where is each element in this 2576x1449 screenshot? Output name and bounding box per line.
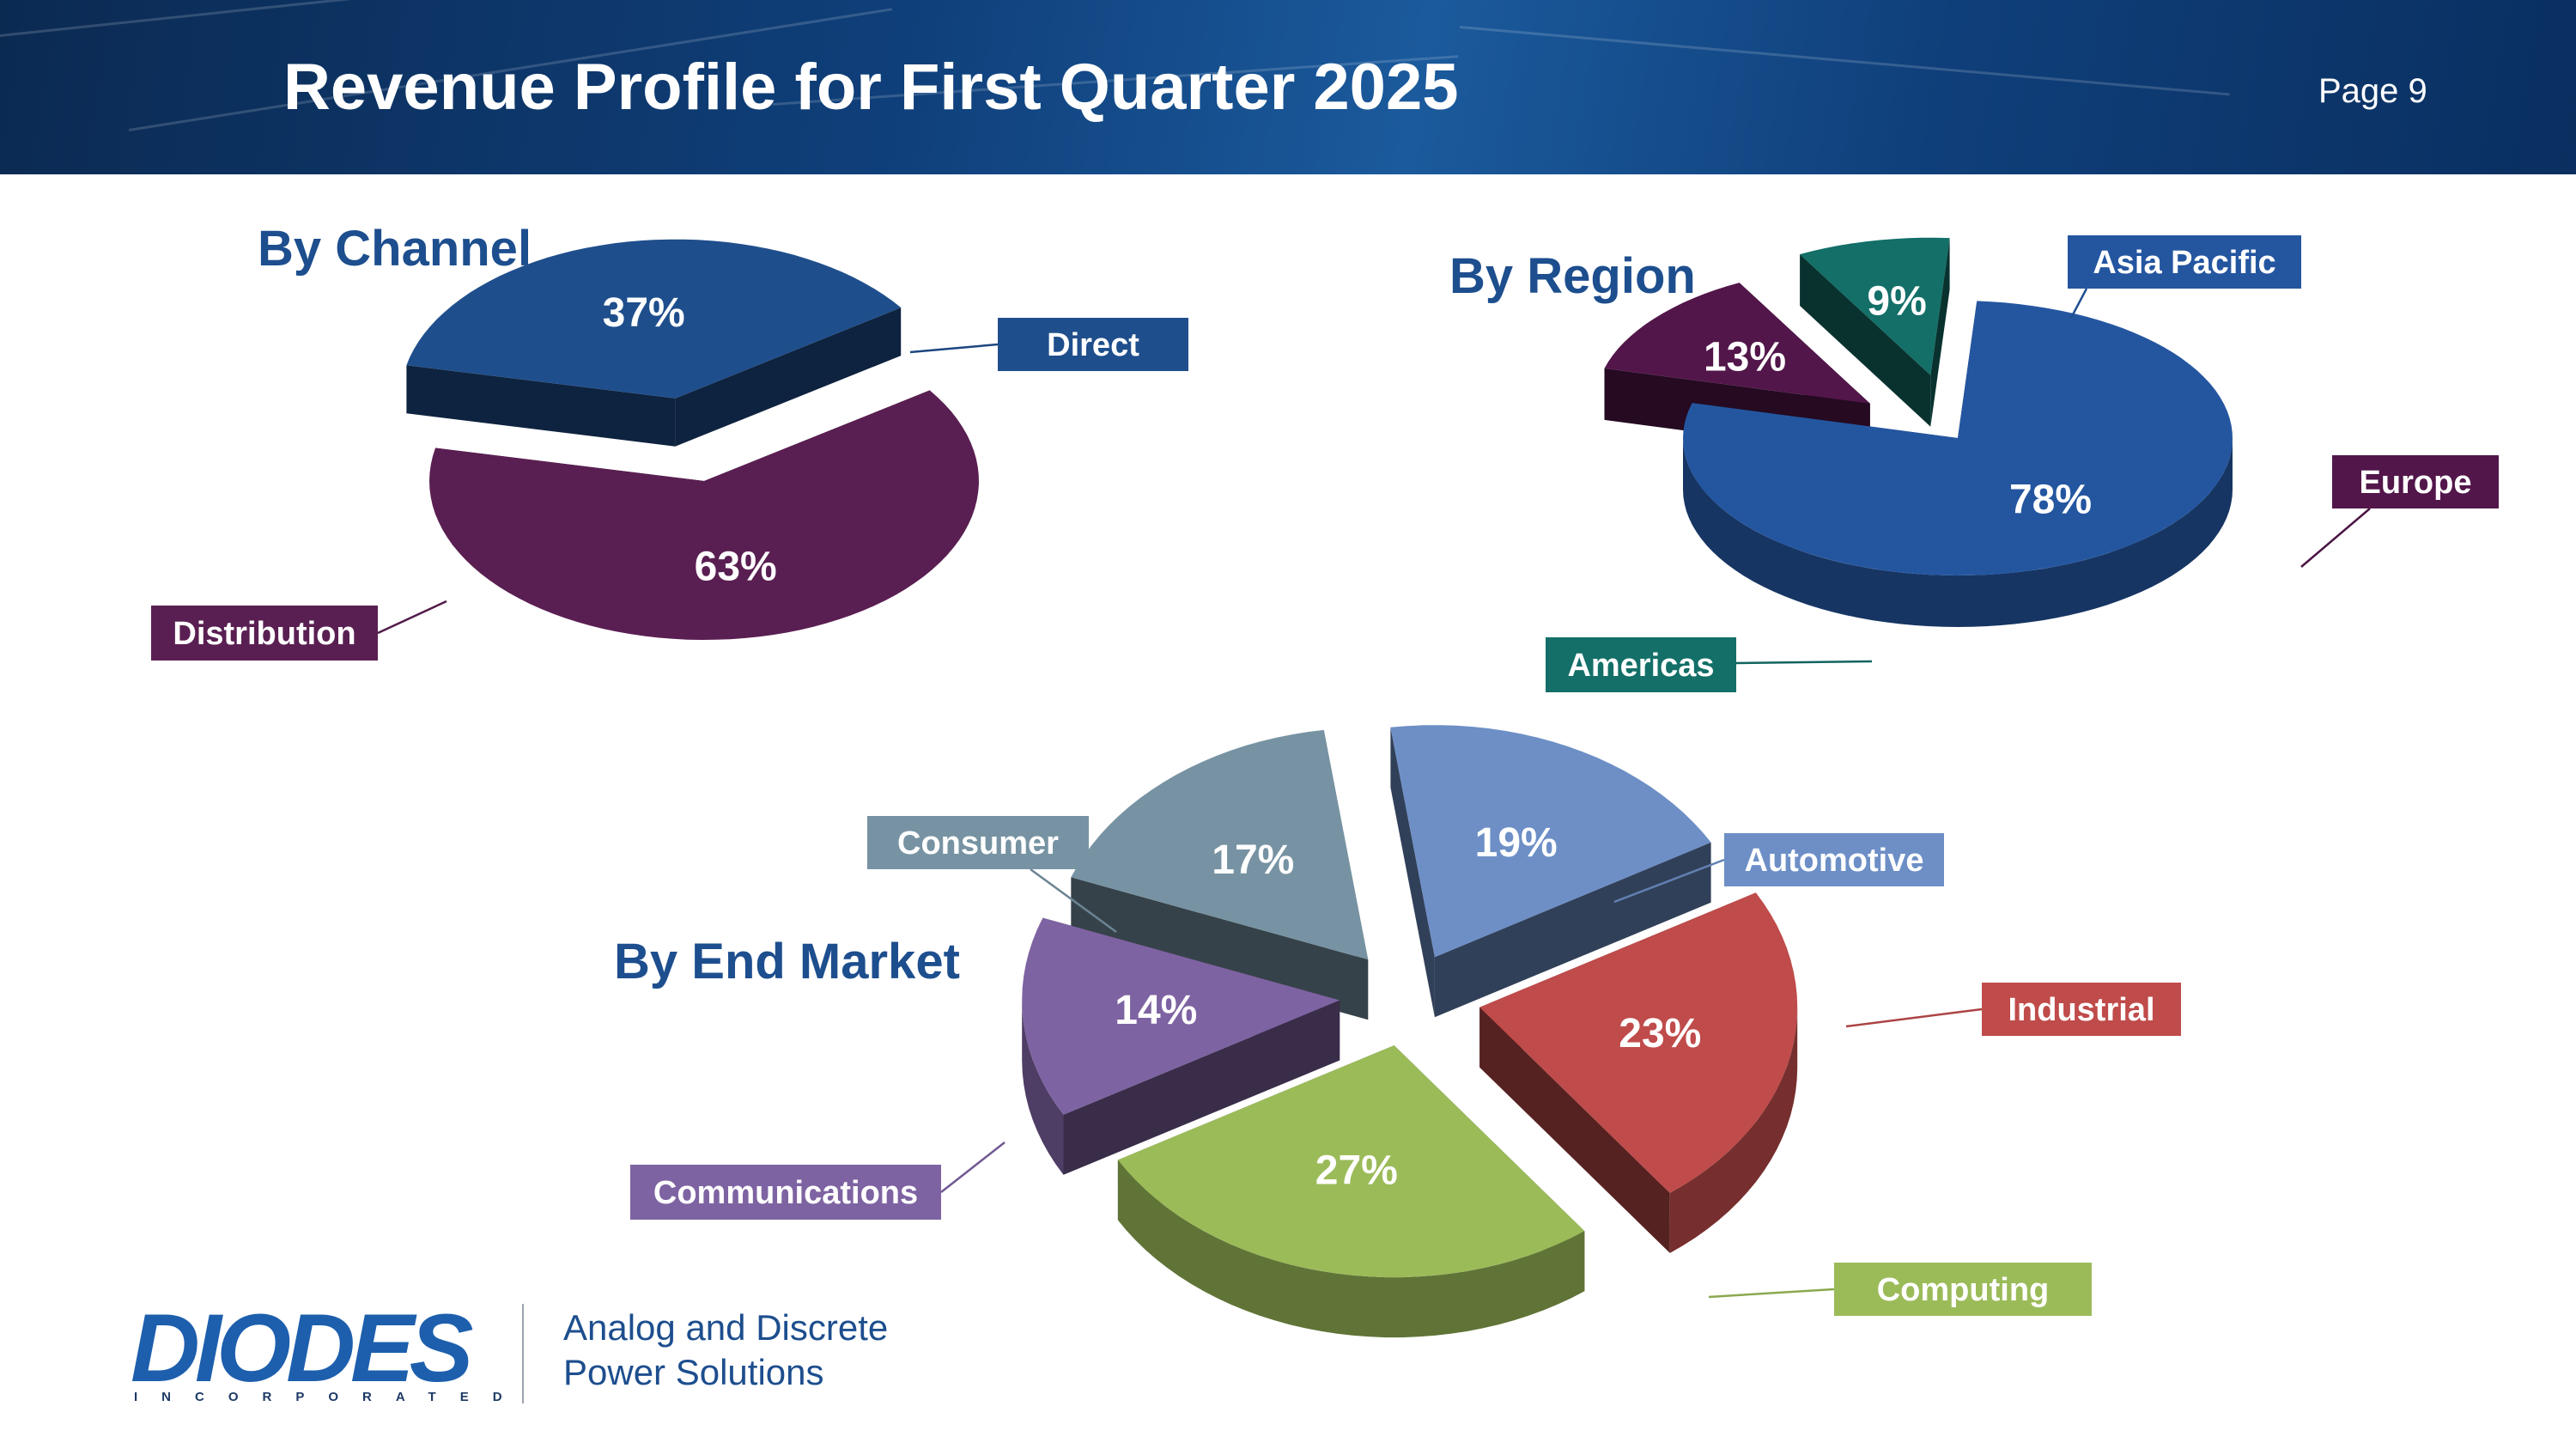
value-label: 17% [1212, 837, 1294, 883]
slice-communications: 14% [1022, 917, 1340, 1175]
header-banner [0, 0, 2576, 174]
category-label: Consumer [897, 825, 1059, 861]
category-label: Computing [1877, 1272, 2050, 1308]
callout-direct: Direct [909, 318, 1188, 371]
page-number: Page 9 [2318, 72, 2427, 110]
category-box [998, 318, 1188, 371]
callout-automotive: Automotive [1613, 833, 1944, 904]
category-label: Asia Pacific [2093, 245, 2275, 281]
logo-wordmark: DIODES [131, 1294, 473, 1402]
category-box [2068, 235, 2301, 289]
slice-top [1117, 1045, 1585, 1278]
category-label: Europe [2360, 465, 2472, 501]
category-box [1834, 1263, 2092, 1316]
value-label: 78% [2009, 478, 2092, 523]
category-box [630, 1165, 941, 1220]
category-box [1724, 833, 1944, 886]
slice-distribution: 63% [429, 390, 979, 640]
value-label: 37% [603, 290, 685, 336]
slice-asia-pacific: 78% [1683, 301, 2233, 627]
slice-side [1434, 842, 1711, 1018]
callout-americas: Americas [1546, 637, 1873, 692]
logo-subtext: INCORPORATED [134, 1390, 526, 1404]
value-label: 63% [695, 545, 777, 590]
category-box [867, 816, 1089, 869]
leader-line [1708, 1288, 1835, 1299]
chart-by-channel: 37% 63% Direct Distribution [151, 239, 1188, 661]
page-title: Revenue Profile for First Quarter 2025 [283, 51, 1459, 124]
callout-distribution: Distribution [151, 600, 447, 661]
slice-top [1800, 237, 1950, 375]
callout-industrial: Industrial [1845, 983, 2181, 1036]
value-label: 9% [1867, 279, 1926, 325]
callout-europe: Europe [2300, 455, 2499, 568]
category-label: Automotive [1745, 843, 1924, 879]
slice-top [406, 239, 902, 399]
slice-side [406, 365, 676, 447]
slice-rim [1669, 1007, 1798, 1253]
slice-industrial: 23% [1479, 892, 1798, 1253]
category-box [151, 606, 378, 661]
category-label: Direct [1047, 327, 1139, 363]
category-label: Communications [653, 1175, 918, 1211]
value-label: 23% [1619, 1011, 1701, 1056]
tagline-line1: Analog and Discrete [563, 1307, 889, 1348]
slice-americas: 9% [1800, 237, 1950, 427]
slice-rim [1117, 1160, 1585, 1338]
callout-consumer: Consumer [867, 816, 1117, 934]
callout-communications: Communications [630, 1142, 1005, 1220]
slice-top [1071, 729, 1369, 960]
leader-line [1845, 1008, 1983, 1028]
slice-rim [1022, 1000, 1064, 1175]
value-label: 19% [1475, 820, 1558, 866]
leader-line [1735, 660, 1873, 665]
end-market-section-title: By End Market [614, 934, 960, 989]
category-label: Americas [1567, 648, 1714, 684]
leader-line [377, 600, 447, 635]
slice-side [1071, 877, 1369, 1020]
slice-top [1390, 725, 1711, 958]
slice-top [1022, 917, 1340, 1115]
slice-side [1390, 727, 1435, 1018]
slice-side [675, 307, 902, 447]
slice-rim [1683, 438, 2233, 627]
region-section-title: By Region [1449, 248, 1696, 304]
slice-consumer: 17% [1071, 729, 1369, 1020]
slice-side [1800, 254, 1931, 427]
leader-line [1030, 868, 1117, 934]
tagline-line2: Power Solutions [563, 1352, 824, 1392]
leader-line [1613, 858, 1725, 904]
slice-direct: 37% [406, 239, 902, 447]
chart-by-end-market: 19% 17% 14% 23% 27% Automotive Industrial Compu… [630, 725, 2181, 1338]
leader-line [909, 343, 999, 354]
slice-side [1479, 1007, 1670, 1253]
category-label: Distribution [173, 616, 355, 652]
footer-divider [522, 1304, 524, 1403]
leader-line [2300, 508, 2371, 568]
value-label: 14% [1115, 988, 1197, 1033]
diodes-logo: DIODES INCORPORATED [131, 1294, 502, 1405]
slice-top [1683, 301, 2233, 575]
channel-section-title: By Channel [258, 221, 532, 277]
leader-line [940, 1142, 1005, 1193]
category-box [1982, 983, 2181, 1036]
value-label: 27% [1315, 1148, 1398, 1194]
slice-top [429, 390, 979, 640]
slice-top [1604, 283, 1870, 404]
chart-by-region: 9% 13% 78% Asia Pacific Europe Americas [1546, 235, 2499, 692]
slice-automotive: 19% [1390, 725, 1711, 1018]
slice-side [1063, 1000, 1340, 1175]
callout-asia-pacific: Asia Pacific [2068, 235, 2301, 319]
callout-computing: Computing [1708, 1263, 2092, 1316]
category-label: Industrial [2008, 992, 2154, 1028]
category-box [2332, 455, 2499, 508]
slice-side [1930, 238, 1950, 427]
category-box [1546, 637, 1736, 692]
leader-line [2069, 288, 2088, 319]
value-label: 13% [1704, 334, 1786, 380]
slice-top [1479, 892, 1798, 1193]
tagline: Analog and Discrete Power Solutions [563, 1306, 888, 1395]
slice-computing: 27% [1117, 1045, 1585, 1338]
